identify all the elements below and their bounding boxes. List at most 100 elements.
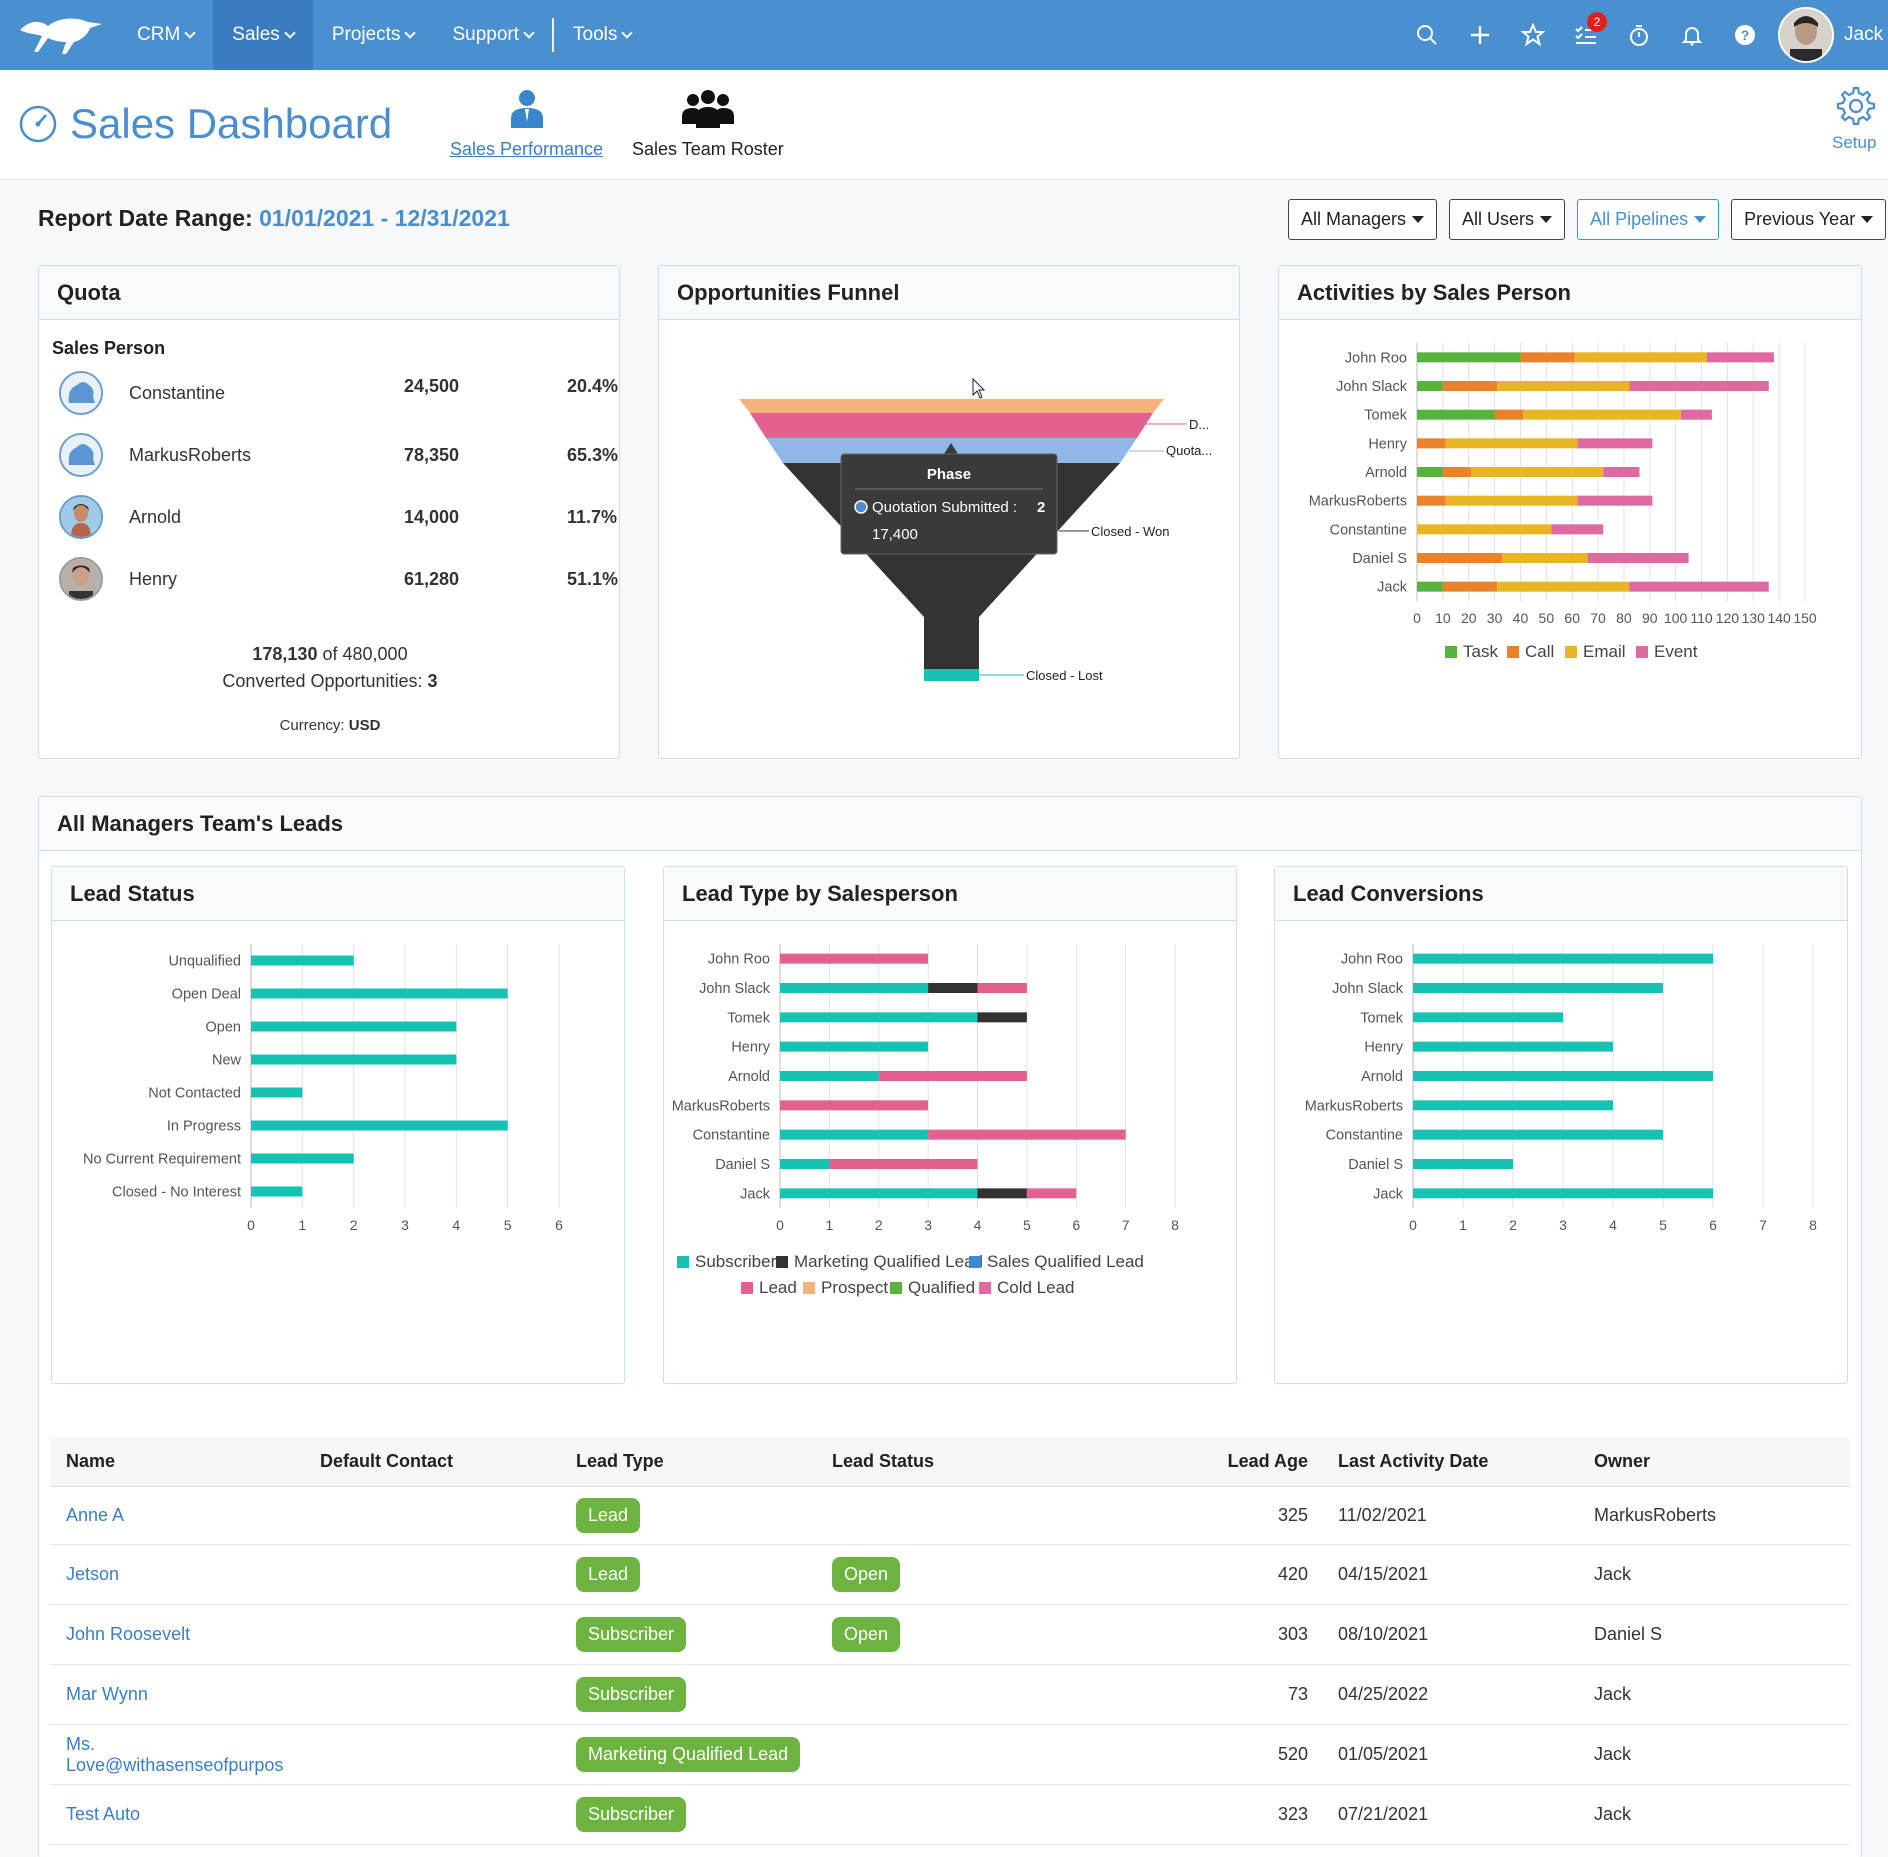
bar[interactable] bbox=[780, 1100, 929, 1111]
lead-name[interactable]: Test Auto bbox=[50, 1804, 306, 1825]
lead-name[interactable]: Ms. Love@withasenseofpurpos bbox=[50, 1734, 306, 1776]
menu-sales[interactable]: Sales bbox=[213, 0, 313, 70]
logo-icon[interactable] bbox=[18, 12, 104, 58]
legend-label[interactable]: Marketing Qualified Lead bbox=[794, 1252, 983, 1271]
lead-name-text[interactable]: Ms. Love@withasenseofpurpos bbox=[66, 1733, 284, 1775]
bar[interactable] bbox=[1417, 467, 1443, 477]
bar[interactable] bbox=[251, 1021, 457, 1032]
bar[interactable] bbox=[251, 1186, 303, 1197]
bar[interactable] bbox=[1413, 1188, 1713, 1199]
bar[interactable] bbox=[780, 983, 929, 993]
help-icon[interactable]: ? bbox=[1718, 0, 1771, 70]
menu-projects[interactable]: Projects bbox=[313, 0, 434, 70]
bar[interactable] bbox=[780, 1188, 978, 1199]
bar[interactable] bbox=[1629, 381, 1769, 391]
legend-label[interactable]: Event bbox=[1654, 642, 1698, 661]
bar[interactable] bbox=[1577, 495, 1653, 506]
bar[interactable] bbox=[1442, 467, 1472, 477]
setup-button[interactable]: Setup bbox=[1832, 84, 1876, 153]
bar[interactable] bbox=[1577, 438, 1653, 449]
bar[interactable] bbox=[1442, 581, 1498, 592]
tasks-icon[interactable]: 2 bbox=[1559, 0, 1612, 70]
bar[interactable] bbox=[1587, 553, 1689, 563]
bar[interactable] bbox=[1471, 467, 1604, 477]
bar[interactable] bbox=[1417, 438, 1446, 449]
table-row[interactable]: Mar Wynn Subscriber 73 04/25/2022 Jack bbox=[50, 1665, 1850, 1725]
bar[interactable] bbox=[1417, 381, 1443, 391]
bar[interactable] bbox=[1413, 1100, 1613, 1111]
bar[interactable] bbox=[1523, 409, 1681, 420]
col-lead-age[interactable]: Lead Age bbox=[1227, 1451, 1308, 1471]
lead-name-text[interactable]: Mar Wynn bbox=[66, 1684, 148, 1704]
legend-label[interactable]: Prospect bbox=[821, 1278, 888, 1297]
users-filter[interactable]: All Users bbox=[1449, 199, 1566, 240]
legend-label[interactable]: Subscriber bbox=[695, 1252, 777, 1271]
bar[interactable] bbox=[1413, 1071, 1713, 1081]
col-owner[interactable]: Owner bbox=[1594, 1451, 1651, 1471]
bar[interactable] bbox=[829, 1159, 978, 1169]
bar[interactable] bbox=[1680, 409, 1712, 420]
date-end[interactable]: 12/31/2021 bbox=[394, 205, 510, 231]
bar[interactable] bbox=[1502, 553, 1588, 563]
legend-label[interactable]: Cold Lead bbox=[997, 1278, 1075, 1297]
menu-support[interactable]: Support bbox=[433, 0, 552, 70]
star-icon[interactable] bbox=[1506, 0, 1559, 70]
tab-sales-team-roster[interactable]: Sales Team Roster bbox=[632, 88, 784, 160]
bar[interactable] bbox=[780, 1071, 879, 1081]
bar[interactable] bbox=[780, 1041, 929, 1052]
bar[interactable] bbox=[928, 983, 978, 993]
timer-icon[interactable] bbox=[1612, 0, 1665, 70]
bar[interactable] bbox=[878, 1071, 1027, 1081]
bar[interactable] bbox=[1494, 409, 1524, 420]
lead-name[interactable]: John Roosevelt bbox=[50, 1624, 306, 1645]
bar[interactable] bbox=[1497, 381, 1630, 391]
bar[interactable] bbox=[1417, 581, 1443, 592]
managers-filter[interactable]: All Managers bbox=[1288, 199, 1438, 240]
legend-label[interactable]: Email bbox=[1583, 642, 1626, 661]
table-row[interactable]: Test Auto Subscriber 323 07/21/2021 Jack bbox=[50, 1785, 1850, 1845]
bar[interactable] bbox=[977, 1188, 1027, 1199]
bar[interactable] bbox=[1413, 1012, 1563, 1023]
col-last-activity[interactable]: Last Activity Date bbox=[1338, 1451, 1489, 1471]
search-icon[interactable] bbox=[1400, 0, 1453, 70]
bar[interactable] bbox=[251, 1054, 457, 1065]
user-name[interactable]: Jack bbox=[1844, 24, 1884, 45]
quota-row[interactable]: MarkusRoberts 78,350 65.3% bbox=[59, 430, 618, 480]
bar[interactable] bbox=[1413, 1159, 1513, 1169]
bell-icon[interactable] bbox=[1665, 0, 1718, 70]
funnel-stage-1[interactable] bbox=[739, 399, 1164, 413]
bar[interactable] bbox=[251, 1087, 303, 1098]
lead-name[interactable]: Anne A bbox=[50, 1505, 306, 1526]
plus-icon[interactable] bbox=[1453, 0, 1506, 70]
bar[interactable] bbox=[1445, 438, 1578, 449]
bar[interactable] bbox=[251, 1153, 354, 1164]
col-lead-type[interactable]: Lead Type bbox=[576, 1451, 664, 1471]
lead-name[interactable]: Jetson bbox=[50, 1564, 306, 1585]
bar[interactable] bbox=[251, 955, 354, 966]
funnel-stage-5[interactable] bbox=[924, 669, 979, 681]
bar[interactable] bbox=[1706, 352, 1774, 363]
bar[interactable] bbox=[251, 988, 508, 999]
table-row[interactable]: Jetson Lead Open 420 04/15/2021 Jack bbox=[50, 1545, 1850, 1605]
bar[interactable] bbox=[1629, 581, 1769, 592]
bar[interactable] bbox=[1413, 1129, 1663, 1140]
bar[interactable] bbox=[1417, 495, 1446, 506]
bar[interactable] bbox=[1413, 1041, 1613, 1052]
tab-sales-performance[interactable]: Sales Performance bbox=[450, 88, 603, 160]
bar[interactable] bbox=[780, 1012, 978, 1023]
user-avatar[interactable] bbox=[1778, 7, 1834, 63]
bar[interactable] bbox=[780, 1159, 830, 1169]
table-row[interactable]: Ms. Love@withasenseofpurpos Marketing Qua… bbox=[50, 1725, 1850, 1785]
funnel-stage-2[interactable] bbox=[750, 413, 1153, 438]
quota-row[interactable]: Arnold 14,000 11.7% bbox=[59, 492, 617, 542]
bar[interactable] bbox=[780, 1129, 929, 1140]
lead-name-text[interactable]: Anne A bbox=[66, 1505, 125, 1525]
pipelines-filter[interactable]: All Pipelines bbox=[1577, 199, 1720, 240]
bar[interactable] bbox=[977, 983, 1027, 993]
lead-name-text[interactable]: John Roosevelt bbox=[66, 1624, 191, 1644]
lead-name-text[interactable]: Test Auto bbox=[66, 1804, 141, 1824]
bar[interactable] bbox=[1551, 524, 1604, 535]
lead-name-text[interactable]: Jetson bbox=[66, 1564, 120, 1584]
legend-label[interactable]: Qualified bbox=[908, 1278, 975, 1297]
lead-name[interactable]: Mar Wynn bbox=[50, 1684, 306, 1705]
